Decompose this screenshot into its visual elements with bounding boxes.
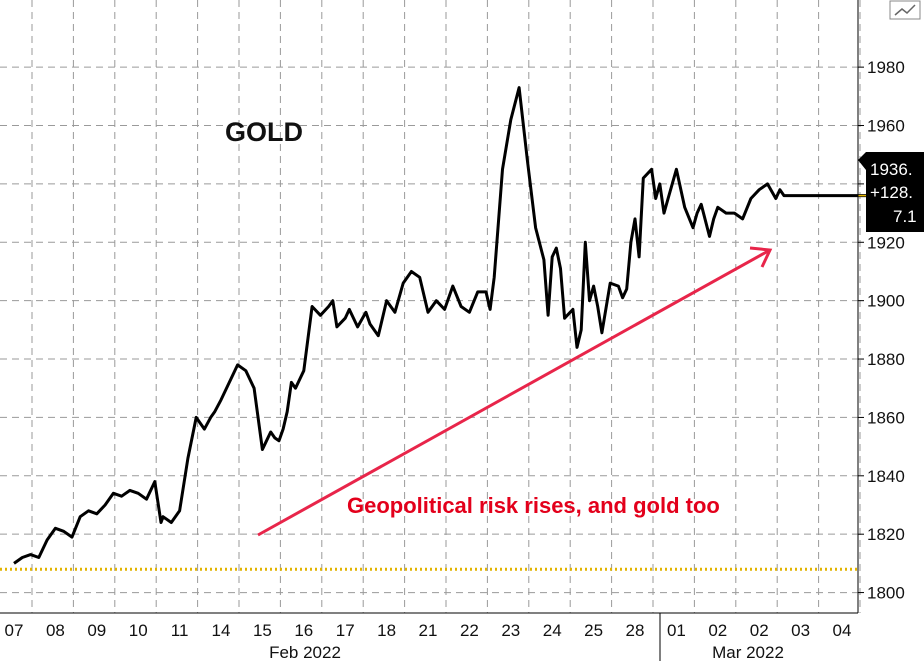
y-tick-label: 1960 bbox=[867, 117, 905, 136]
y-tick-label: 1900 bbox=[867, 292, 905, 311]
y-tick-label: 1860 bbox=[867, 408, 905, 427]
x-tick-label: 15 bbox=[253, 621, 272, 640]
y-tick-label: 1920 bbox=[867, 233, 905, 252]
x-tick-label: 09 bbox=[87, 621, 106, 640]
x-tick-label: 17 bbox=[336, 621, 355, 640]
x-tick-label: 04 bbox=[833, 621, 852, 640]
x-tick-label: 28 bbox=[626, 621, 645, 640]
percent-change-label: 7.1 bbox=[893, 207, 917, 226]
month-label: Feb 2022 bbox=[269, 643, 341, 661]
x-tick-label: 11 bbox=[171, 621, 189, 640]
y-tick-label: 1980 bbox=[867, 58, 905, 77]
chart-grid bbox=[0, 0, 861, 613]
y-tick-label: 1800 bbox=[867, 584, 905, 603]
x-tick-label: 10 bbox=[129, 621, 148, 640]
x-tick-label: 16 bbox=[294, 621, 313, 640]
y-tick-label: 1820 bbox=[867, 525, 905, 544]
chart-annotation: Geopolitical risk rises, and gold too bbox=[347, 493, 720, 518]
chart-title: GOLD bbox=[225, 117, 303, 147]
axis-frame bbox=[0, 0, 859, 661]
x-tick-label: 21 bbox=[419, 621, 438, 640]
x-tick-label: 14 bbox=[212, 621, 231, 640]
x-tick-label: 01 bbox=[667, 621, 686, 640]
x-axis-ticks: 07 08 09 10 11 14 15 16 17 18 21 22 23 24 25 28 01 02 02 03… bbox=[5, 621, 852, 640]
x-tick-label: 18 bbox=[377, 621, 396, 640]
trend-arrow bbox=[257, 246, 773, 537]
y-tick-label: 1880 bbox=[867, 350, 905, 369]
y-axis-ticks: 1800182018401860188019001920194019601980 bbox=[858, 58, 905, 603]
x-tick-label: 25 bbox=[584, 621, 603, 640]
y-tick-label: 1840 bbox=[867, 467, 905, 486]
last-value-box: 1936. +128. 7.1 bbox=[858, 152, 924, 232]
x-tick-label: 02 bbox=[750, 621, 769, 640]
gold-price-line bbox=[13, 86, 880, 565]
x-tick-label: 23 bbox=[501, 621, 520, 640]
x-tick-label: 03 bbox=[791, 621, 810, 640]
last-price-label: 1936. bbox=[870, 160, 913, 179]
x-tick-label: 24 bbox=[543, 621, 562, 640]
x-tick-label: 22 bbox=[460, 621, 479, 640]
month-labels: Feb 2022 Mar 2022 bbox=[269, 643, 784, 661]
x-tick-label: 02 bbox=[708, 621, 727, 640]
x-tick-label: 07 bbox=[5, 621, 24, 640]
month-label: Mar 2022 bbox=[712, 643, 784, 661]
x-tick-label: 08 bbox=[46, 621, 65, 640]
chart-icon bbox=[894, 4, 916, 16]
chart-icon-button[interactable] bbox=[889, 0, 921, 20]
net-change-label: +128. bbox=[870, 183, 913, 202]
